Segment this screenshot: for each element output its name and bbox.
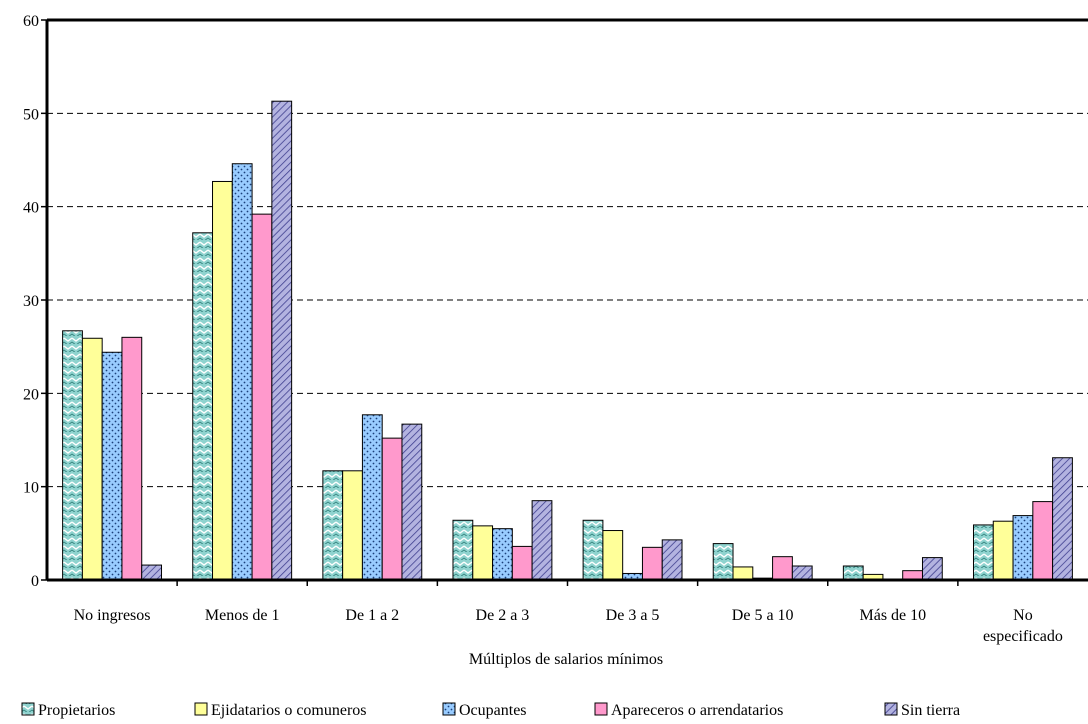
x-tick-label-line: De 1 a 2 bbox=[345, 607, 399, 624]
y-tick-label: 20 bbox=[23, 386, 39, 403]
x-tick-label-line: De 2 a 3 bbox=[476, 607, 530, 624]
bar bbox=[772, 556, 793, 581]
bar bbox=[641, 546, 663, 581]
bar bbox=[212, 180, 233, 581]
bar bbox=[1012, 515, 1034, 581]
legend-label: Propietarios bbox=[38, 702, 115, 719]
legend-swatch bbox=[594, 702, 608, 716]
bar bbox=[361, 414, 383, 581]
bar bbox=[121, 336, 143, 581]
y-tick-labels: 0 10 20 30 40 50 60 bbox=[23, 13, 39, 590]
bar bbox=[511, 545, 533, 581]
legend-label: Ejidatarios o comuneros bbox=[211, 702, 367, 719]
x-tick-label-line: Más de 10 bbox=[859, 607, 926, 624]
bar bbox=[141, 564, 163, 581]
legend-swatch bbox=[442, 702, 456, 716]
bar bbox=[452, 519, 474, 581]
bar bbox=[1052, 457, 1073, 581]
bar bbox=[732, 566, 754, 581]
bar bbox=[602, 530, 624, 581]
bar bbox=[322, 470, 344, 581]
x-tick-label: De 5 a 10 bbox=[732, 607, 794, 624]
bar bbox=[192, 232, 214, 581]
bar bbox=[992, 520, 1014, 581]
y-tick-label: 0 bbox=[31, 573, 39, 590]
bar bbox=[712, 543, 734, 581]
legend-swatch bbox=[21, 702, 35, 716]
bar bbox=[381, 437, 403, 581]
x-tick-label-line: No ingresos bbox=[74, 607, 151, 624]
legend: Propietarios Ejidatarios o comuneros Ocupa… bbox=[21, 702, 960, 719]
bar bbox=[1032, 501, 1054, 581]
x-tick-label: De 1 a 2 bbox=[345, 607, 399, 624]
y-tick-label: 30 bbox=[23, 293, 39, 310]
x-tick-label: Menos de 1 bbox=[205, 607, 280, 624]
bar bbox=[251, 213, 273, 581]
x-tick-label-line: especificado bbox=[983, 628, 1063, 645]
x-tick-label-line: De 5 a 10 bbox=[732, 607, 794, 624]
legend-label: Ocupantes bbox=[459, 702, 527, 719]
bar bbox=[791, 565, 813, 581]
x-tick-labels: No ingresos Menos de 1 De 1 a 2 De 2 a 3 De … bbox=[74, 607, 1063, 645]
bar bbox=[842, 565, 864, 581]
axes bbox=[41, 18, 1088, 586]
legend-label: Apareceros o arrendatarios bbox=[611, 702, 783, 719]
x-axis-title: Múltiplos de salarios mínimos bbox=[469, 651, 663, 668]
bar bbox=[921, 557, 943, 581]
x-tick-label: No especificado bbox=[983, 607, 1063, 645]
y-tick-label: 60 bbox=[23, 13, 39, 30]
x-tick-label: De 2 a 3 bbox=[476, 607, 530, 624]
bars bbox=[62, 100, 1073, 581]
y-tick-label: 50 bbox=[23, 106, 39, 123]
bar bbox=[582, 519, 604, 581]
bar bbox=[492, 528, 513, 581]
legend-label: Sin tierra bbox=[901, 702, 960, 719]
y-tick-label: 10 bbox=[23, 480, 39, 497]
bar bbox=[101, 351, 123, 581]
bar bbox=[231, 163, 253, 581]
bar bbox=[401, 423, 423, 581]
x-tick-label-line: No bbox=[1013, 607, 1033, 624]
bar bbox=[342, 470, 363, 581]
legend-swatch bbox=[884, 702, 898, 716]
x-tick-label-line: Menos de 1 bbox=[205, 607, 280, 624]
bar bbox=[62, 330, 83, 581]
y-tick-label: 40 bbox=[23, 200, 39, 217]
bar bbox=[972, 524, 994, 581]
bar bbox=[271, 100, 293, 581]
bar bbox=[531, 500, 553, 581]
x-tick-label: No ingresos bbox=[74, 607, 151, 624]
x-tick-label: De 3 a 5 bbox=[606, 607, 660, 624]
legend-swatch bbox=[194, 702, 208, 716]
bar bbox=[661, 539, 683, 581]
x-tick-label: Más de 10 bbox=[859, 607, 926, 624]
bar bbox=[81, 337, 103, 581]
bar bbox=[472, 525, 494, 581]
x-tick-label-line: De 3 a 5 bbox=[606, 607, 660, 624]
